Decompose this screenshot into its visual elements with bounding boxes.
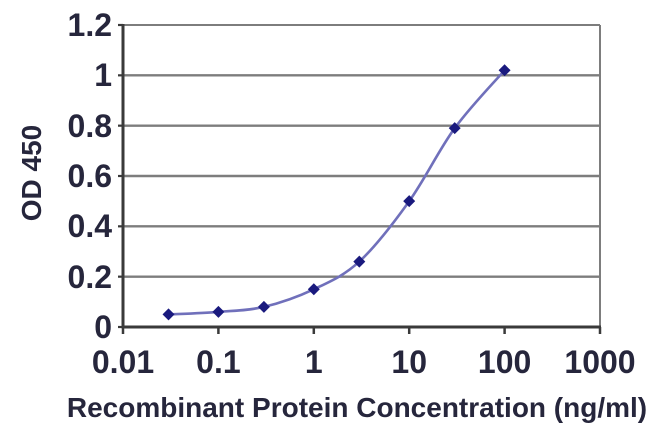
data-point-marker: [162, 308, 175, 321]
y-tick-label: 0.6: [67, 158, 112, 194]
y-tick-label: 0: [94, 309, 112, 345]
data-point-marker: [353, 255, 366, 268]
data-point-marker: [498, 64, 511, 77]
data-point-marker: [307, 283, 320, 296]
data-point-marker: [403, 195, 416, 208]
x-tick-label: 1: [304, 344, 323, 380]
y-tick-label: 0.4: [67, 208, 112, 245]
y-tick-label: 1: [94, 57, 112, 94]
data-point-marker: [448, 122, 461, 135]
x-tick-label: 10: [391, 344, 427, 380]
x-tick-label: 0.1: [196, 344, 241, 380]
data-point-marker: [257, 300, 270, 313]
data-point-marker: [212, 305, 225, 318]
x-tick-label: 1000: [564, 344, 636, 380]
y-tick-label: 0.2: [67, 258, 112, 295]
x-tick-label: 0.01: [91, 344, 155, 380]
y-tick-label: 1.2: [67, 7, 112, 43]
x-axis-title: Recombinant Protein Concentration (ng/ml…: [66, 392, 648, 423]
y-tick-label: 0.8: [67, 107, 112, 144]
x-tick-label: 100: [477, 344, 532, 380]
